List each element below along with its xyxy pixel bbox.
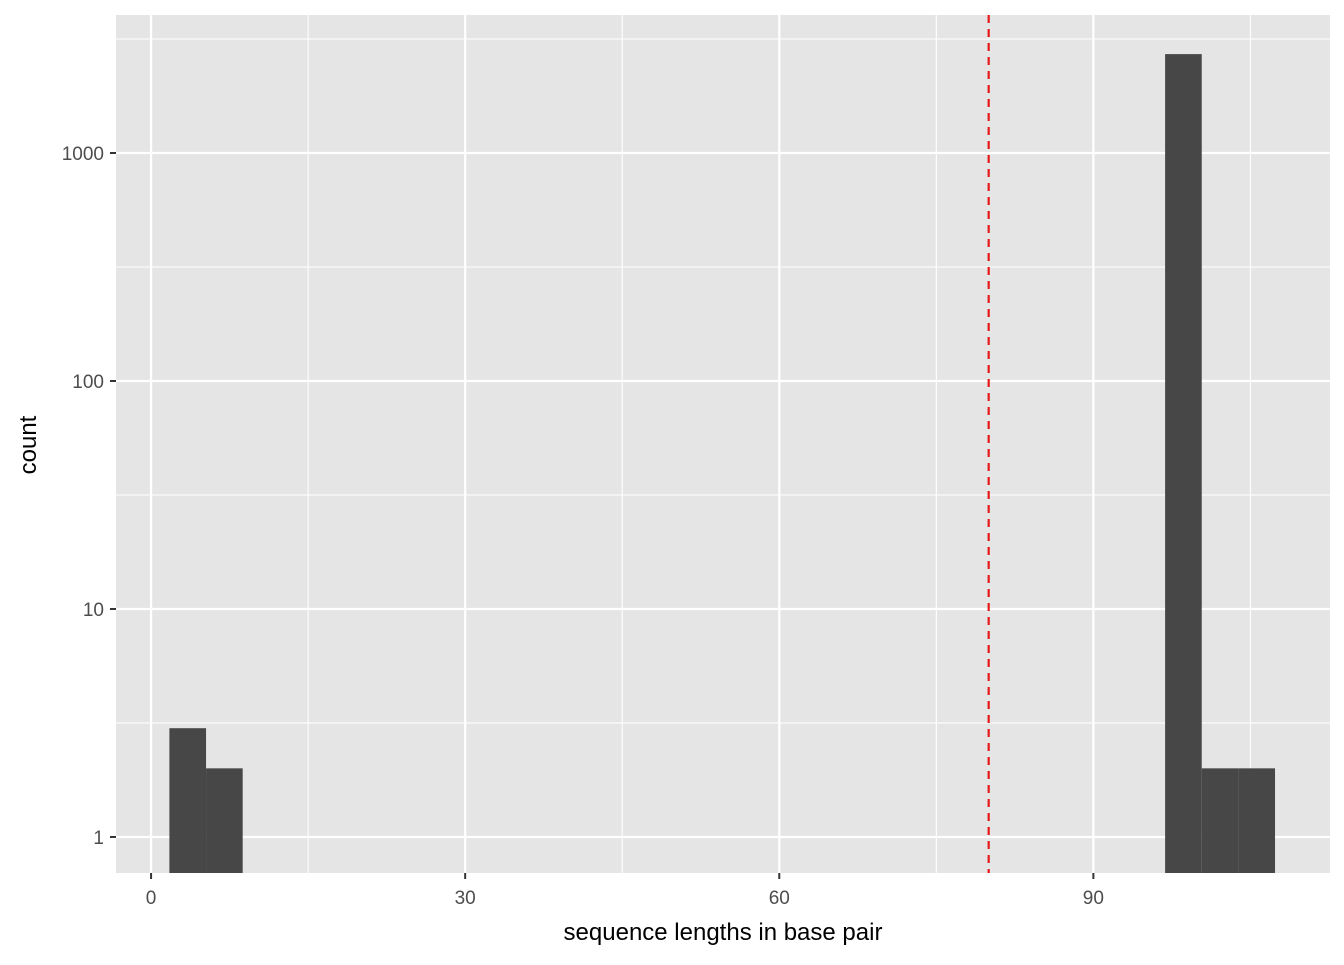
axes: 0 30 60 90 1 10 100 1000 <box>62 144 1104 909</box>
histogram-bar <box>1238 768 1276 873</box>
histogram-bar <box>206 768 243 873</box>
histogram-bar <box>1165 54 1202 874</box>
y-tick-label: 1000 <box>62 144 104 165</box>
x-tick-label: 30 <box>455 888 476 909</box>
histogram-bar <box>169 728 207 873</box>
y-tick-label: 1 <box>93 828 104 849</box>
x-tick-label: 0 <box>146 888 157 909</box>
x-tick-label: 90 <box>1083 888 1104 909</box>
bars <box>169 54 1276 874</box>
y-tick-label: 10 <box>83 600 104 621</box>
y-axis-label: count <box>15 415 42 474</box>
x-tick-label: 60 <box>769 888 790 909</box>
x-axis-label: sequence lengths in base pair <box>564 919 883 946</box>
histogram-bar <box>1201 768 1239 873</box>
plot-panel <box>116 15 1330 873</box>
y-tick-label: 100 <box>72 372 104 393</box>
gridlines <box>116 15 1330 873</box>
